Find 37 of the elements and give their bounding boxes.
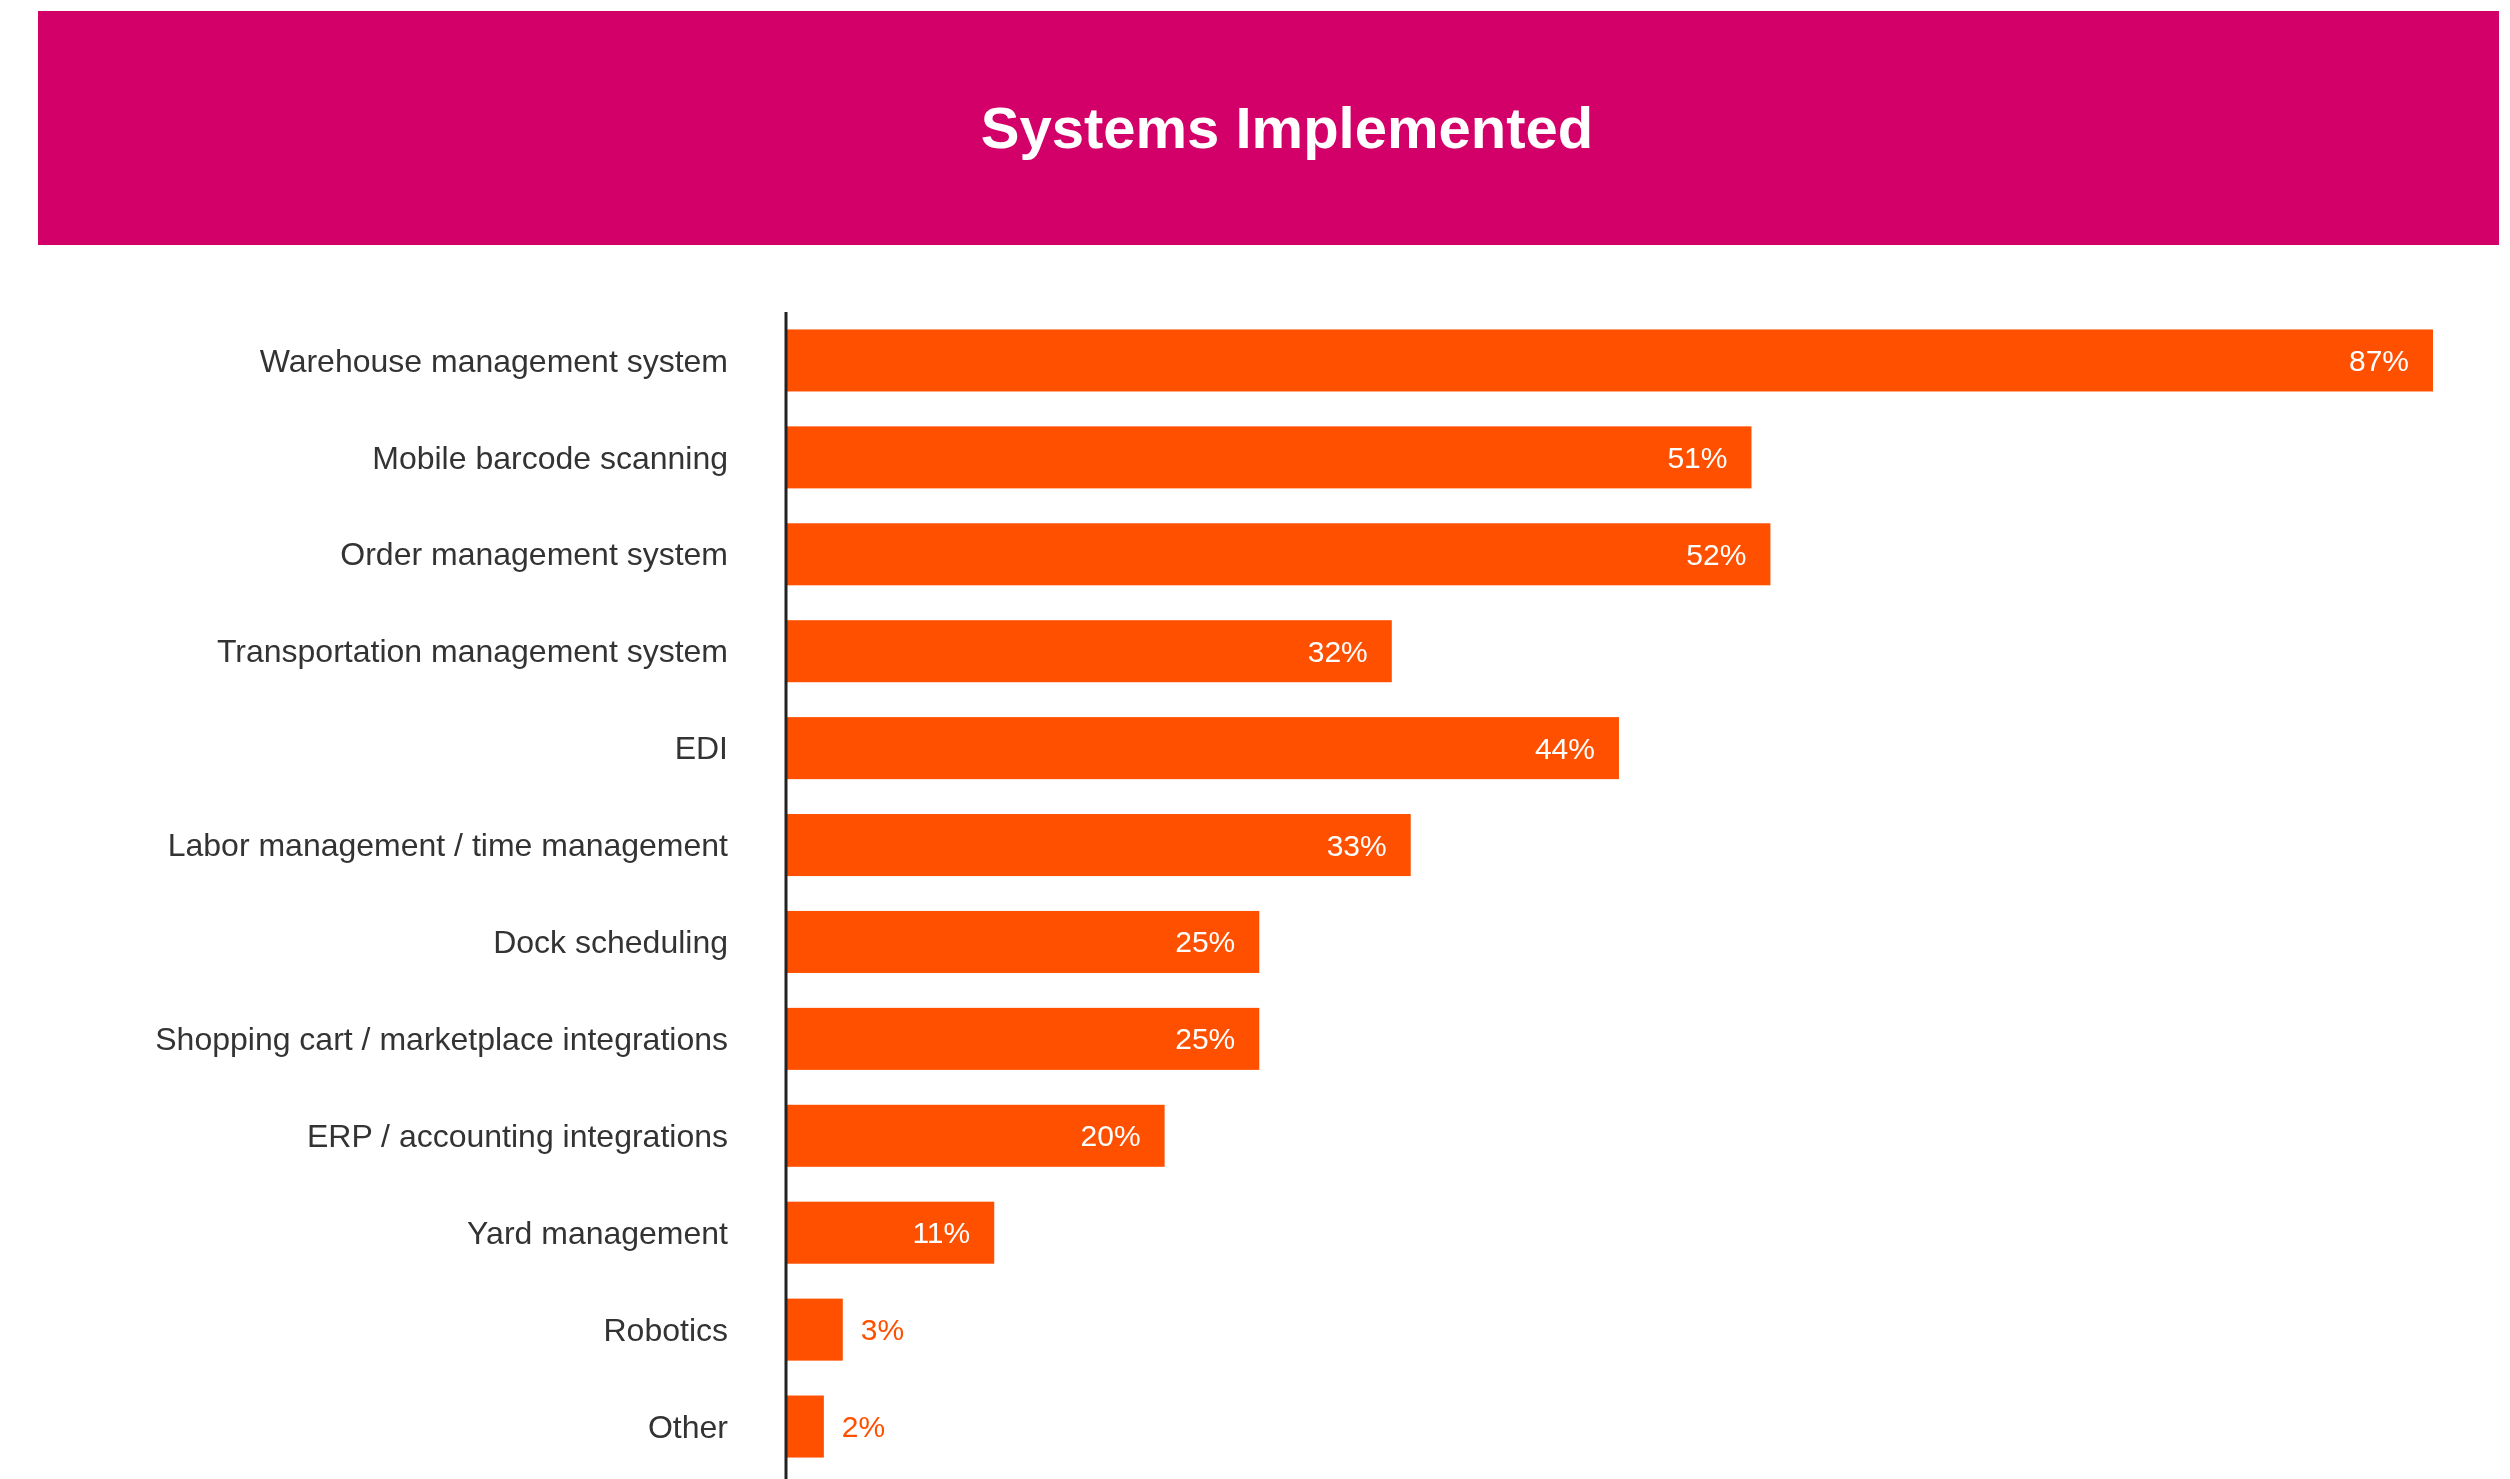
y-tick-label: Mobile barcode scanning: [372, 439, 728, 476]
y-tick-label: Labor management / time management: [167, 827, 729, 864]
data-label: 87%: [2348, 343, 2409, 377]
y-tick-label: Shopping cart / marketplace integrations: [155, 1021, 728, 1058]
bar: [786, 1007, 1260, 1070]
data-label: 20%: [1080, 1119, 1141, 1153]
data-label: 3%: [860, 1313, 905, 1347]
y-tick-label: Transportation management system: [216, 633, 728, 670]
data-label: 25%: [1175, 925, 1236, 959]
bar: [786, 1201, 995, 1264]
y-tick-label: Other: [647, 1408, 729, 1445]
bar: [786, 717, 1619, 780]
data-label: 52%: [1686, 537, 1747, 571]
data-label: 51%: [1667, 440, 1728, 474]
bar: [786, 329, 2433, 392]
bar: [786, 910, 1260, 973]
bar: [786, 1298, 843, 1361]
bar: [786, 1104, 1165, 1167]
bar: [786, 1395, 824, 1458]
y-tick-label: ERP / accounting integrations: [307, 1117, 728, 1154]
y-tick-label: Robotics: [603, 1311, 728, 1348]
y-tick-label: EDI: [674, 730, 728, 767]
bar: [786, 426, 1752, 489]
data-label: 33%: [1326, 828, 1387, 862]
data-label: 44%: [1534, 731, 1595, 765]
y-tick-label: Yard management: [467, 1214, 729, 1251]
data-label: 25%: [1175, 1022, 1236, 1056]
chart-title: Systems Implemented: [980, 95, 1594, 161]
y-tick-label: Dock scheduling: [493, 924, 728, 961]
bar: [786, 814, 1411, 877]
data-label: 11%: [912, 1216, 971, 1250]
bar: [786, 620, 1392, 683]
data-label: 2%: [841, 1410, 886, 1444]
y-tick-label: Warehouse management system: [259, 342, 728, 379]
y-tick-label: Order management system: [340, 536, 728, 573]
bar: [786, 523, 1771, 586]
data-label: 32%: [1307, 634, 1368, 668]
